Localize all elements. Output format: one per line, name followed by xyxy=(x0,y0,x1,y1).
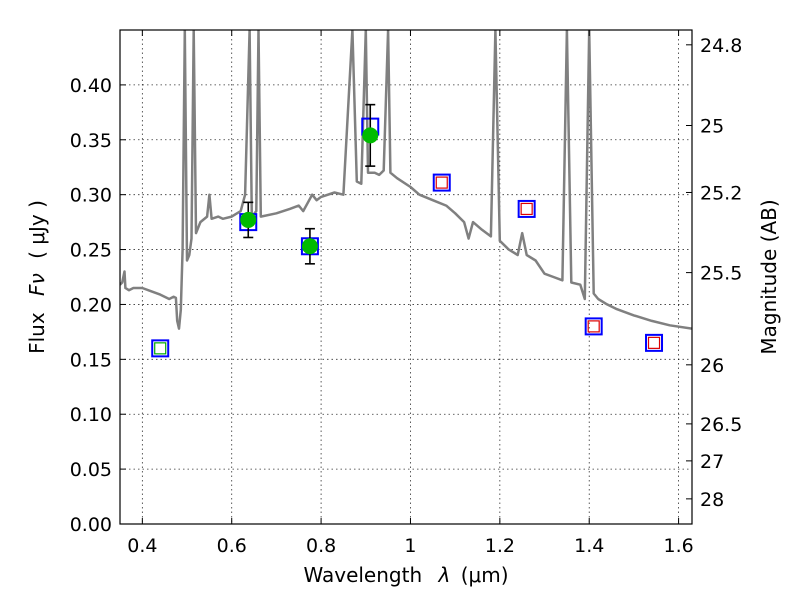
y2-tick-label: 27 xyxy=(700,451,724,473)
y-axis-title: Flux Fν ( μJy ) xyxy=(25,200,49,354)
y2-tick-label: 26.5 xyxy=(700,414,742,436)
measured-flux-point xyxy=(301,238,318,255)
model-band-marker xyxy=(517,199,536,218)
y2-axis-title: Magnitude (AB) xyxy=(757,199,781,354)
photometry-marker xyxy=(154,342,167,355)
y2-tick-label: 25 xyxy=(700,116,724,138)
photometry-marker xyxy=(647,336,661,349)
y-tick-label: 0.15 xyxy=(70,349,112,371)
y-axis: 0.00 0.05 0.10 0.15 0.20 0.25 0.30 0.35 0.40 xyxy=(70,75,126,536)
y-tick-label: 0.35 xyxy=(70,130,112,152)
x-tick-label: 1 xyxy=(404,535,416,557)
photometry-marker xyxy=(587,320,600,333)
model-band-marker xyxy=(432,173,451,192)
y2-axis: 24.8 25 25.2 25.5 26 26.5 27 28 xyxy=(686,35,742,511)
measured-flux-point xyxy=(362,127,379,144)
y2-tick-label: 28 xyxy=(700,489,724,511)
x-tick-label: 0.4 xyxy=(127,535,157,557)
photometry-marker xyxy=(435,176,448,189)
x-tick-label: 0.6 xyxy=(217,535,247,557)
model-band-marker xyxy=(151,339,170,358)
x-tick-label: 1.2 xyxy=(485,535,515,557)
y-tick-label: 0.40 xyxy=(70,75,112,97)
measured-flux-point xyxy=(240,211,257,228)
x-axis: 0.4 0.6 0.8 1 1.2 1.4 1.6 xyxy=(127,30,694,557)
x-axis-symbol: λ xyxy=(438,563,451,587)
model-band-marker xyxy=(584,317,603,336)
y2-tick-label: 26 xyxy=(700,355,724,377)
y-tick-label: 0.10 xyxy=(70,404,112,426)
model-spectrum-line xyxy=(120,30,692,330)
y-tick-label: 0.20 xyxy=(70,294,112,316)
plot-area xyxy=(120,30,692,358)
y-tick-label: 0.25 xyxy=(70,240,112,262)
model-band-marker xyxy=(645,333,664,352)
plot-frame xyxy=(119,29,693,525)
photometry-marker xyxy=(520,202,533,216)
x-axis-unit: (μm) xyxy=(461,563,509,587)
y-tick-label: 0.05 xyxy=(70,459,112,481)
x-tick-label: 0.8 xyxy=(306,535,336,557)
y2-tick-label: 25.5 xyxy=(700,263,742,285)
x-tick-label: 1.4 xyxy=(574,535,604,557)
y2-tick-label: 24.8 xyxy=(700,35,742,57)
y-tick-label: 0.30 xyxy=(70,185,112,207)
x-axis-label: Wavelength xyxy=(303,563,422,587)
y2-tick-label: 25.2 xyxy=(700,182,742,204)
y-tick-label: 0.00 xyxy=(70,514,112,536)
x-axis-title: Wavelength λ (μm) xyxy=(303,563,508,587)
grid xyxy=(120,30,692,525)
y-axis-unit: ( μJy ) xyxy=(25,200,49,259)
x-tick-label: 1.6 xyxy=(663,535,693,557)
y-axis-label: Flux xyxy=(25,312,49,354)
y-axis-symbol: Fν xyxy=(25,273,49,296)
